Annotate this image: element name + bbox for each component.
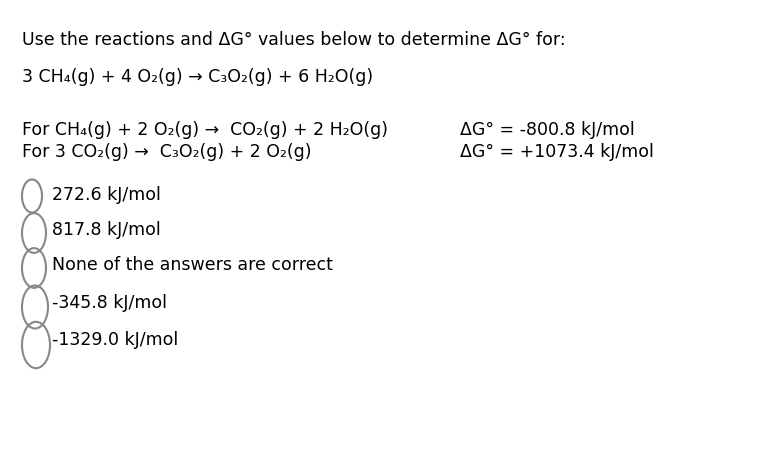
Text: ΔG° = +1073.4 kJ/mol: ΔG° = +1073.4 kJ/mol <box>460 143 654 161</box>
Text: None of the answers are correct: None of the answers are correct <box>52 256 333 274</box>
Text: -345.8 kJ/mol: -345.8 kJ/mol <box>52 294 167 312</box>
Text: For 3 CO₂(g) →  C₃O₂(g) + 2 O₂(g): For 3 CO₂(g) → C₃O₂(g) + 2 O₂(g) <box>22 143 311 161</box>
Text: ΔG° = -800.8 kJ/mol: ΔG° = -800.8 kJ/mol <box>460 121 635 139</box>
Text: Use the reactions and ΔG° values below to determine ΔG° for:: Use the reactions and ΔG° values below t… <box>22 31 565 49</box>
Text: 272.6 kJ/mol: 272.6 kJ/mol <box>52 186 161 204</box>
Text: 3 CH₄(g) + 4 O₂(g) → C₃O₂(g) + 6 H₂O(g): 3 CH₄(g) + 4 O₂(g) → C₃O₂(g) + 6 H₂O(g) <box>22 68 373 86</box>
Text: For CH₄(g) + 2 O₂(g) →  CO₂(g) + 2 H₂O(g): For CH₄(g) + 2 O₂(g) → CO₂(g) + 2 H₂O(g) <box>22 121 388 139</box>
Text: -1329.0 kJ/mol: -1329.0 kJ/mol <box>52 331 179 349</box>
Text: 817.8 kJ/mol: 817.8 kJ/mol <box>52 221 161 239</box>
